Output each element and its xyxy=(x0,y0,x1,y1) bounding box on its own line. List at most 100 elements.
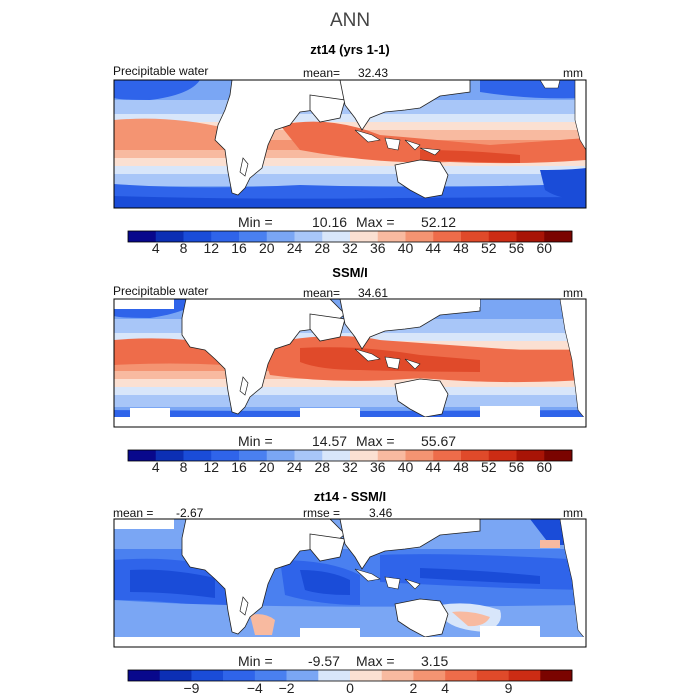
colorbar-swatch xyxy=(488,450,517,461)
panel-1-min-value: 10.16 xyxy=(312,214,348,230)
colorbar-swatch xyxy=(183,450,212,461)
colorbar-swatch xyxy=(191,670,224,681)
colorbar-tick-label: 4 xyxy=(151,459,160,475)
panel-2-max-value: 55.67 xyxy=(421,433,457,449)
colorbar-tick-label: 12 xyxy=(203,240,220,256)
panel-1-max-value: 52.12 xyxy=(421,214,457,230)
colorbar-tick-label: −9 xyxy=(183,680,200,696)
panel-2-variable: Precipitable water xyxy=(113,284,209,298)
colorbar-swatch xyxy=(433,231,462,242)
panel-3-title: zt14 - SSM/I xyxy=(313,489,387,504)
panel-2-mean-value: 34.61 xyxy=(358,286,389,300)
colorbar-tick-label: 28 xyxy=(314,240,331,256)
colorbar-swatch xyxy=(405,231,434,242)
colorbar-swatch xyxy=(155,450,184,461)
colorbar-tick-label: 0 xyxy=(346,680,354,696)
colorbar-tick-label: 60 xyxy=(536,459,553,475)
colorbar-swatch xyxy=(488,231,517,242)
colorbar-swatch xyxy=(318,670,351,681)
panel-3-mean-value: -2.67 xyxy=(176,506,204,520)
panel-3-units: mm xyxy=(563,506,583,520)
colorbar-swatch xyxy=(294,450,323,461)
colorbar-tick-label: 48 xyxy=(453,459,469,475)
colorbar-tick-label: 16 xyxy=(231,240,247,256)
colorbar-tick-label: 8 xyxy=(179,459,188,475)
colorbar-swatch xyxy=(128,231,157,242)
panel-2-min-label: Min = xyxy=(238,433,273,449)
panel-3-rmse-label: rmse = xyxy=(303,506,341,520)
colorbar-swatch xyxy=(540,670,573,681)
colorbar-swatch xyxy=(508,670,541,681)
colorbar-tick-label: 40 xyxy=(397,459,414,475)
colorbar-tick-label: 4 xyxy=(441,680,450,696)
colorbar-tick-label: 56 xyxy=(508,240,525,256)
panel-3-frame xyxy=(113,518,587,648)
colorbar-tick-label: 24 xyxy=(286,459,303,475)
panel-2-max-label: Max = xyxy=(356,433,395,449)
panel-1-mean-value: 32.43 xyxy=(358,66,389,80)
colorbar-swatch xyxy=(211,231,240,242)
colorbar-tick-label: 52 xyxy=(480,240,497,256)
panel-1-min-label: Min = xyxy=(238,214,273,230)
colorbar-swatch xyxy=(377,450,406,461)
colorbar-swatch xyxy=(433,450,462,461)
colorbar-tick-label: 8 xyxy=(179,240,188,256)
colorbar-swatch xyxy=(350,231,379,242)
colorbar-tick-label: 4 xyxy=(151,240,160,256)
colorbar-swatch xyxy=(266,231,295,242)
colorbar-tick-label: 52 xyxy=(480,459,497,475)
panel-2-min-value: 14.57 xyxy=(312,433,348,449)
colorbar-tick-label: 36 xyxy=(369,459,386,475)
colorbar-swatch xyxy=(239,231,268,242)
colorbar-frame xyxy=(127,669,573,682)
colorbar-tick-label: 20 xyxy=(258,240,275,256)
colorbar-swatch xyxy=(544,231,573,242)
panel-1-map xyxy=(114,80,586,208)
panel-2-mean-label: mean= xyxy=(303,286,341,300)
panel-3-mean-label: mean = xyxy=(113,506,154,520)
colorbar-tick-label: 44 xyxy=(425,240,442,256)
panel-1-frame xyxy=(113,79,587,209)
panel-2-units: mm xyxy=(563,286,583,300)
colorbar-tick-label: 56 xyxy=(508,459,525,475)
colorbar-swatch xyxy=(413,670,446,681)
colorbar-tick-label: 2 xyxy=(409,680,418,696)
colorbar-tick-label: 24 xyxy=(286,240,303,256)
panel-3-min-value: -9.57 xyxy=(308,653,340,669)
colorbar-swatch xyxy=(266,450,295,461)
panel-1-max-label: Max = xyxy=(356,214,395,230)
colorbar-swatch xyxy=(461,231,490,242)
panel-1-units: mm xyxy=(563,66,583,80)
colorbar-swatch xyxy=(286,670,319,681)
colorbar-swatch xyxy=(254,670,287,681)
colorbar-tick-label: 12 xyxy=(203,459,220,475)
panel-3-min-label: Min = xyxy=(238,653,273,669)
figure-title: ANN xyxy=(329,10,371,31)
colorbar-swatch xyxy=(159,670,192,681)
colorbar-tick-label: 20 xyxy=(258,459,275,475)
colorbar-swatch xyxy=(350,450,379,461)
colorbar-tick-label: 9 xyxy=(504,680,513,696)
colorbar-swatch xyxy=(476,670,509,681)
colorbar-swatch xyxy=(461,450,490,461)
panel-2-frame xyxy=(113,298,587,428)
colorbar-swatch xyxy=(223,670,256,681)
colorbar-swatch xyxy=(381,670,414,681)
panel-2-map xyxy=(114,299,586,427)
colorbar-frame xyxy=(127,230,573,243)
colorbar-swatch xyxy=(516,450,545,461)
colorbar-swatch xyxy=(155,231,184,242)
colorbar-swatch xyxy=(544,450,573,461)
colorbar-swatch xyxy=(350,670,383,681)
colorbar-swatch xyxy=(211,450,240,461)
colorbar-swatch xyxy=(405,450,434,461)
panel-1-variable: Precipitable water xyxy=(113,64,209,78)
colorbar-swatch xyxy=(377,231,406,242)
panel-1-mean-label: mean= xyxy=(303,66,341,80)
colorbar-swatch xyxy=(183,231,212,242)
colorbar-swatch xyxy=(128,450,157,461)
colorbar-tick-label: 44 xyxy=(425,459,442,475)
colorbar-swatch xyxy=(128,670,161,681)
colorbar-swatch xyxy=(322,450,351,461)
